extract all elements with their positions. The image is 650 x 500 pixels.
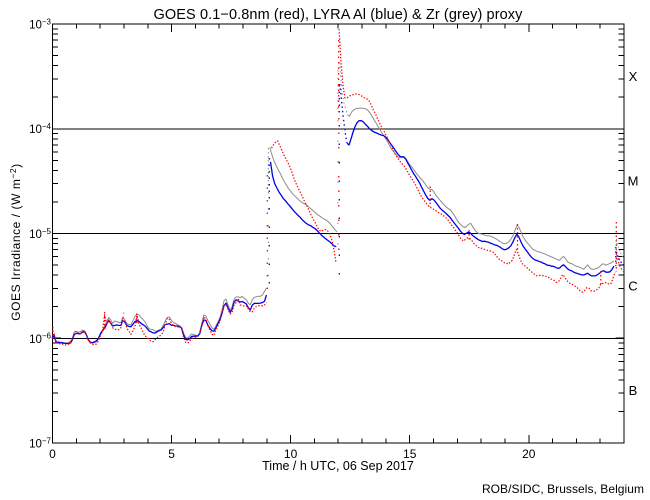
svg-text:C: C xyxy=(628,278,637,293)
svg-text:10: 10 xyxy=(284,447,298,461)
svg-text:0: 0 xyxy=(49,447,56,461)
svg-text:M: M xyxy=(628,174,639,189)
svg-text:20: 20 xyxy=(522,447,536,461)
svg-text:ROB/SIDC, Brussels, Belgium: ROB/SIDC, Brussels, Belgium xyxy=(482,482,644,496)
svg-text:B: B xyxy=(629,383,638,398)
svg-text:GOES Irradiance / (W m−2): GOES Irradiance / (W m−2) xyxy=(8,163,23,320)
svg-text:Time / h UTC, 06 Sep 2017: Time / h UTC, 06 Sep 2017 xyxy=(262,459,414,473)
svg-text:GOES 0.1−0.8nm (red), LYRA Al: GOES 0.1−0.8nm (red), LYRA Al (blue) & Z… xyxy=(154,7,524,23)
svg-text:5: 5 xyxy=(168,447,175,461)
svg-text:X: X xyxy=(629,69,638,84)
svg-text:15: 15 xyxy=(403,447,417,461)
